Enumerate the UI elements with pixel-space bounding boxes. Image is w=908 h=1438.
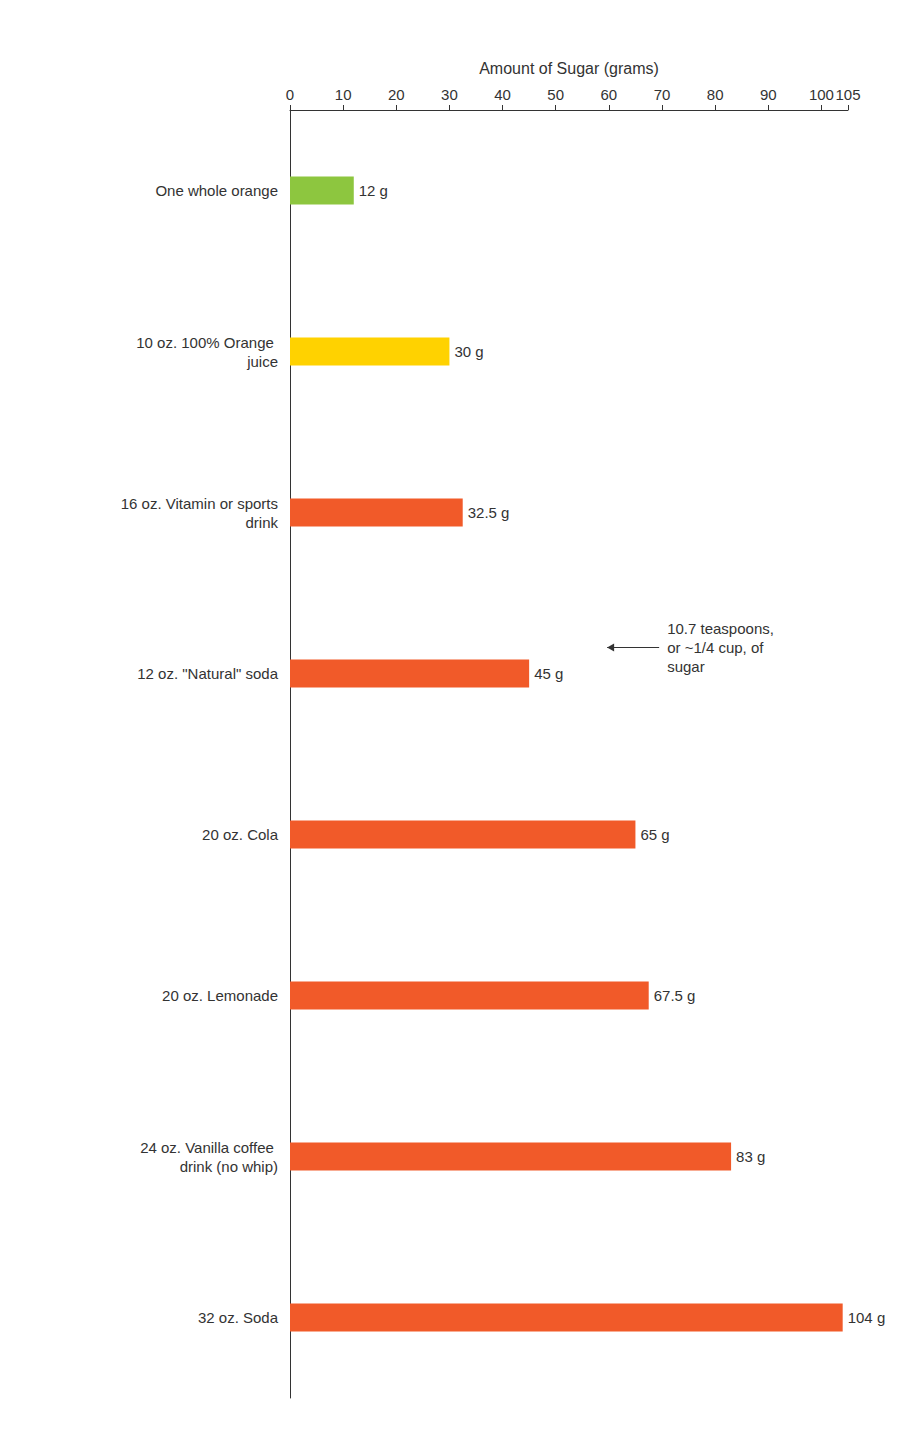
svg-text:45 g: 45 g	[534, 665, 563, 682]
svg-text:20: 20	[388, 86, 405, 103]
svg-text:90: 90	[760, 86, 777, 103]
svg-text:32.5 g: 32.5 g	[468, 504, 510, 521]
svg-text:drink: drink	[241, 514, 278, 531]
svg-text:10 oz. 100% Orange: 10 oz. 100% Orange	[136, 334, 278, 351]
svg-text:65 g: 65 g	[640, 826, 669, 843]
svg-text:0: 0	[286, 86, 294, 103]
svg-text:50: 50	[547, 86, 564, 103]
svg-text:32 oz. Soda: 32 oz. Soda	[198, 1309, 279, 1326]
svg-text:104 g: 104 g	[848, 1309, 886, 1326]
svg-text:12 g: 12 g	[359, 182, 388, 199]
svg-text:30 g: 30 g	[454, 343, 483, 360]
svg-text:100: 100	[809, 86, 834, 103]
svg-text:10.7 teaspoons,: 10.7 teaspoons,	[667, 620, 778, 637]
svg-text:80: 80	[707, 86, 724, 103]
svg-text:20 oz. Lemonade: 20 oz. Lemonade	[162, 987, 278, 1004]
svg-text:20 oz. Cola: 20 oz. Cola	[202, 826, 279, 843]
svg-text:juice: juice	[246, 353, 278, 370]
svg-text:12 oz. "Natural" soda: 12 oz. "Natural" soda	[137, 665, 278, 682]
svg-text:30: 30	[441, 86, 458, 103]
svg-text:67.5 g: 67.5 g	[654, 987, 696, 1004]
svg-text:24 oz. Vanilla coffee: 24 oz. Vanilla coffee	[140, 1139, 278, 1156]
svg-text:60: 60	[601, 86, 618, 103]
svg-text:sugar: sugar	[667, 658, 705, 675]
svg-text:Amount of Sugar (grams): Amount of Sugar (grams)	[479, 60, 659, 77]
svg-text:105: 105	[835, 86, 860, 103]
svg-text:70: 70	[654, 86, 671, 103]
svg-text:83 g: 83 g	[736, 1148, 765, 1165]
svg-text:drink (no whip): drink (no whip)	[180, 1158, 278, 1175]
svg-text:40: 40	[494, 86, 511, 103]
svg-text:One whole orange: One whole orange	[155, 182, 278, 199]
svg-text:16 oz. Vitamin or sports: 16 oz. Vitamin or sports	[121, 495, 278, 512]
svg-text:or ~1/4 cup, of: or ~1/4 cup, of	[667, 639, 767, 656]
svg-text:10: 10	[335, 86, 352, 103]
